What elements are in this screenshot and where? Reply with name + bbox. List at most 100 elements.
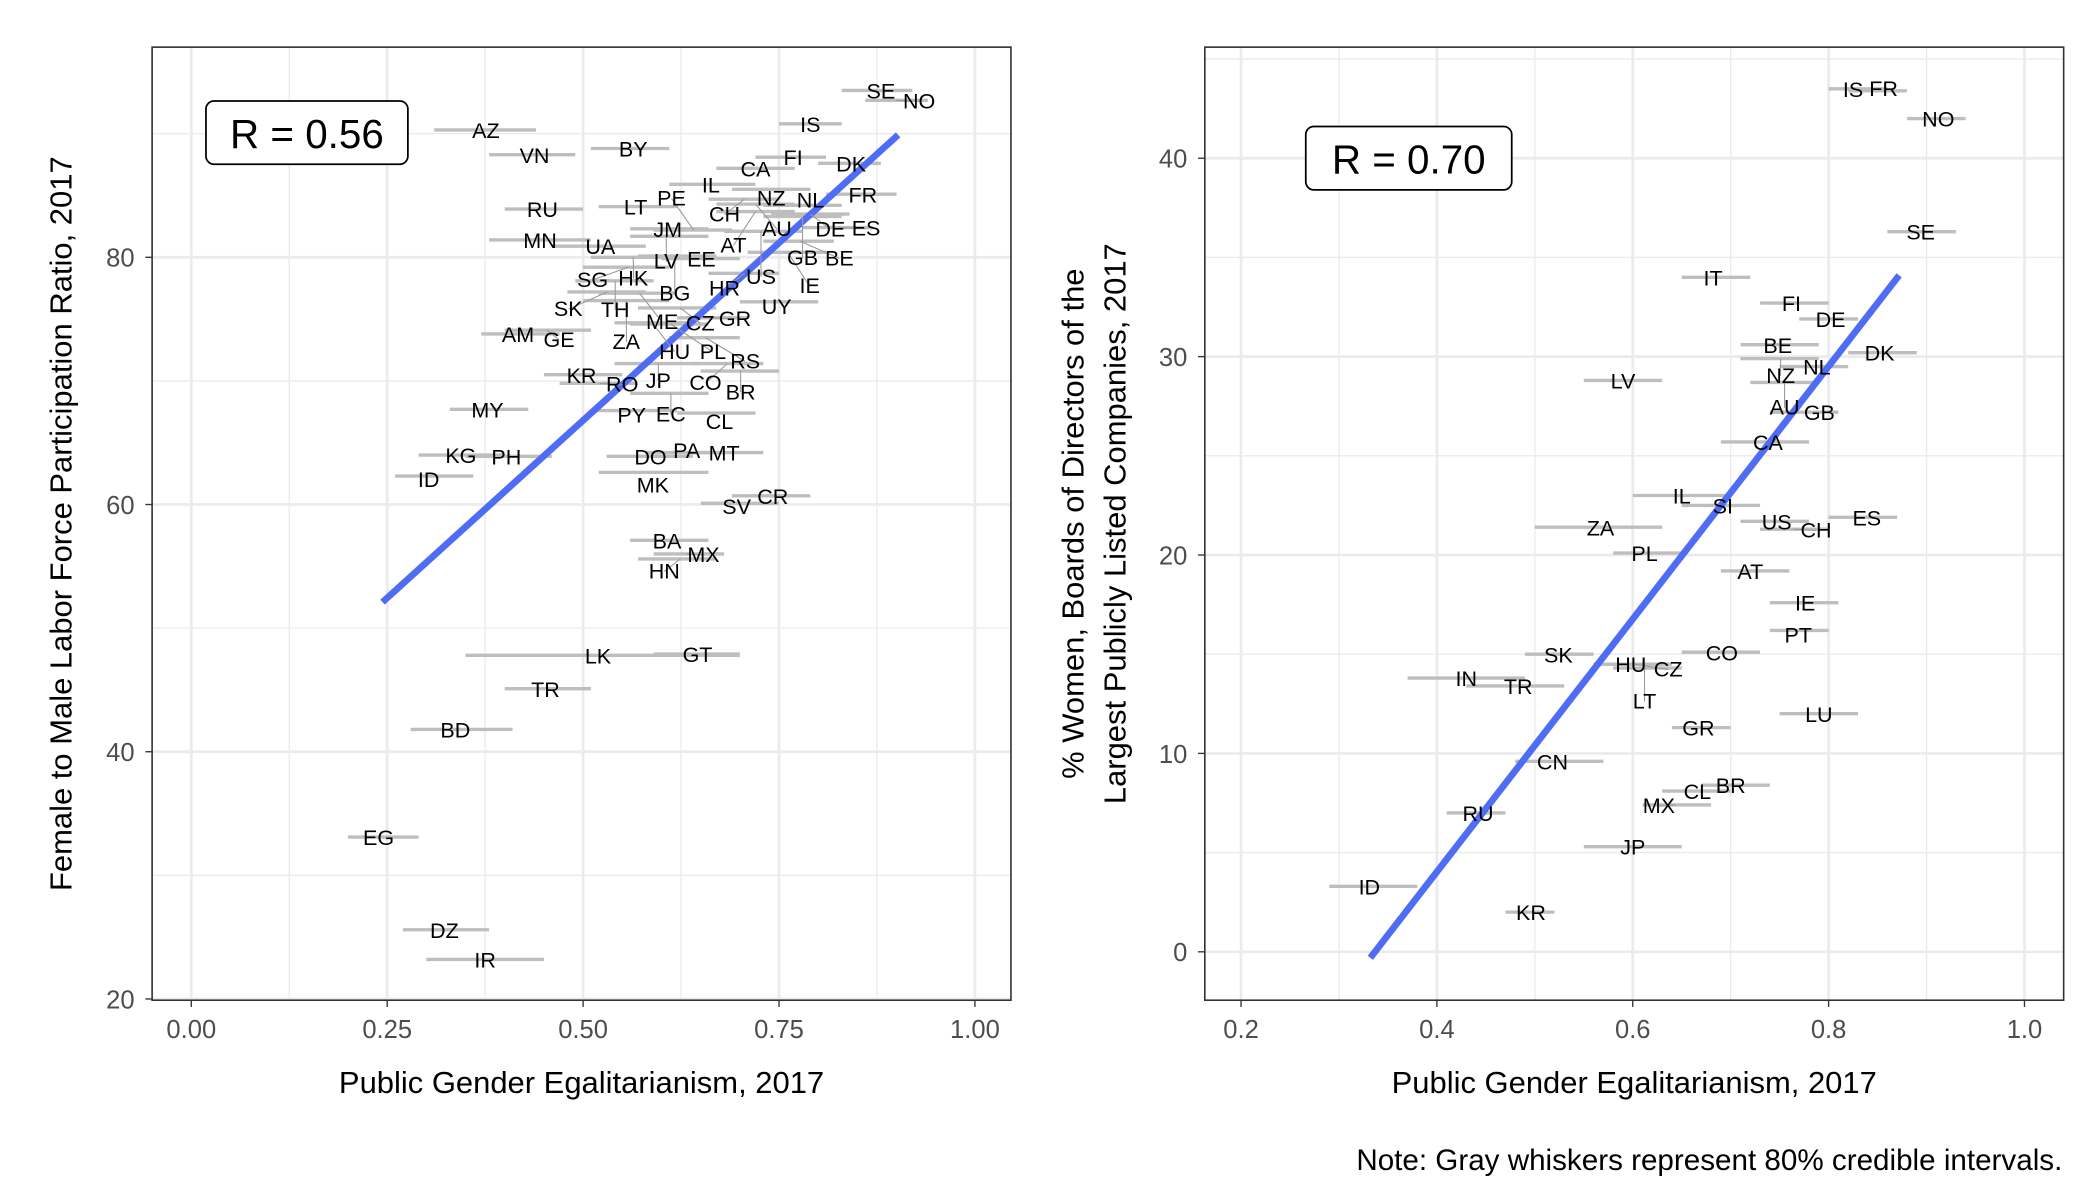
point-label-FR: FR [1869, 77, 1898, 101]
point-label-GE: GE [544, 328, 575, 352]
point-label-EG: EG [363, 826, 394, 850]
point-label-GB: GB [787, 246, 818, 270]
point-label-GT: GT [683, 643, 713, 667]
point-label-FI: FI [1782, 292, 1801, 316]
point-label-IR: IR [474, 948, 496, 972]
point-label-HU: HU [1615, 653, 1646, 677]
point-label-MX: MX [1643, 794, 1675, 818]
leader-line-ME [639, 292, 663, 323]
point-label-RU: RU [1462, 802, 1493, 826]
point-label-MX: MX [687, 543, 719, 567]
leader-line-HN [663, 558, 681, 572]
point-label-SK: SK [1544, 643, 1573, 667]
leader-line-CH [1793, 528, 1817, 531]
leader-line-AT [732, 211, 756, 246]
leader-line-CH [724, 198, 745, 215]
plot-background [1204, 47, 2064, 1001]
correlation-box [1304, 125, 1513, 191]
point-label-MY: MY [471, 398, 503, 422]
point-label-JP: JP [1620, 836, 1645, 860]
point-label-IN: IN [1456, 667, 1478, 691]
x-tick-label: 1.0 [2007, 1016, 2043, 1044]
point-label-PH: PH [491, 445, 521, 469]
point-label-CN: CN [1537, 750, 1568, 774]
point-label-SK: SK [554, 297, 583, 321]
point-label-GB: GB [1804, 401, 1835, 425]
point-label-HU: HU [659, 340, 690, 364]
point-label-PE: PE [657, 186, 686, 210]
point-label-CZ: CZ [686, 311, 715, 335]
y-tick-label: 40 [1159, 146, 1187, 174]
point-label-JM: JM [653, 218, 682, 242]
point-label-FR: FR [849, 183, 878, 207]
label-leader-lines [1634, 358, 1817, 807]
point-label-PL: PL [700, 340, 726, 364]
y-axis-label: Female to Male Labor Force Participation… [43, 156, 78, 891]
point-label-SE: SE [867, 79, 896, 103]
point-label-EE: EE [687, 248, 716, 272]
point-label-ES: ES [852, 217, 881, 241]
leader-line-PE [671, 198, 695, 231]
y-tick-label: 10 [1159, 741, 1187, 769]
leader-line-CZ [1634, 663, 1669, 670]
point-label-CH: CH [1800, 518, 1831, 542]
x-axis-label: Public Gender Egalitarianism, 2017 [339, 1065, 824, 1100]
point-label-LT: LT [1633, 689, 1657, 713]
point-label-SI: SI [1713, 494, 1733, 518]
leader-line-GE [546, 329, 560, 341]
y-tick-label: 0 [1173, 939, 1187, 967]
point-label-DZ: DZ [430, 919, 459, 943]
point-label-NO: NO [903, 89, 935, 113]
leader-line-ES [837, 227, 867, 230]
point-label-UY: UY [762, 295, 792, 319]
leader-line-HR [724, 272, 745, 290]
fit-line [1367, 273, 1902, 960]
point-label-LV: LV [1611, 370, 1636, 394]
plot-border [1204, 46, 2065, 1002]
point-label-SE: SE [1906, 221, 1935, 245]
note-text: Note: Gray whiskers represent 80% credib… [1356, 1144, 2062, 1177]
point-label-BE: BE [1763, 334, 1792, 358]
point-label-EC: EC [656, 403, 686, 427]
leader-line-CO [705, 363, 728, 384]
x-tick-label: 1.00 [950, 1016, 1000, 1044]
point-label-RS: RS [730, 349, 760, 373]
point-label-MT: MT [709, 442, 740, 466]
y-axis-label: Largest Publicly Listed Companies, 2017 [1097, 243, 1132, 804]
point-label-GR: GR [719, 307, 751, 331]
y-tick-label: 30 [1159, 344, 1187, 372]
point-label-BD: BD [440, 719, 470, 743]
point-label-AT: AT [1737, 560, 1763, 584]
point-label-DK: DK [1865, 342, 1896, 366]
leader-line-SG [592, 266, 629, 281]
point-label-AT: AT [720, 233, 746, 257]
x-tick-label: 0.75 [754, 1016, 804, 1044]
point-label-IE: IE [800, 274, 820, 298]
point-label-DO: DO [634, 445, 666, 469]
point-label-CH: CH [709, 203, 740, 227]
point-label-AU: AU [762, 217, 792, 241]
point-label-DE: DE [815, 217, 845, 241]
right-panel-women-boards: 0.2 0.4 0.6 0.8 1.0 0 10 20 30 40 IS FR NO SE IT FI DE BE… [1056, 46, 2065, 1100]
point-label-FI: FI [784, 146, 803, 170]
point-label-IS: IS [1843, 78, 1863, 102]
point-label-US: US [746, 265, 776, 289]
point-label-HR: HR [709, 277, 740, 301]
leader-line-RS [705, 337, 746, 362]
point-label-CL: CL [1684, 780, 1712, 804]
leader-line-MX [1658, 804, 1676, 807]
point-label-LU: LU [1805, 703, 1833, 727]
leader-line-HU [651, 322, 676, 353]
point-label-BA: BA [653, 529, 682, 553]
point-label-ID: ID [1359, 875, 1381, 899]
point-label-BE: BE [825, 246, 854, 270]
leader-line-GR [712, 317, 736, 320]
point-label-AU: AU [1770, 396, 1800, 420]
point-label-IL: IL [1673, 485, 1691, 509]
x-tick-label: 0.00 [166, 1016, 216, 1044]
point-label-LT: LT [624, 196, 648, 220]
correlation-box [205, 100, 409, 166]
point-label-JP: JP [646, 369, 671, 393]
point-label-KG: KG [445, 444, 476, 468]
